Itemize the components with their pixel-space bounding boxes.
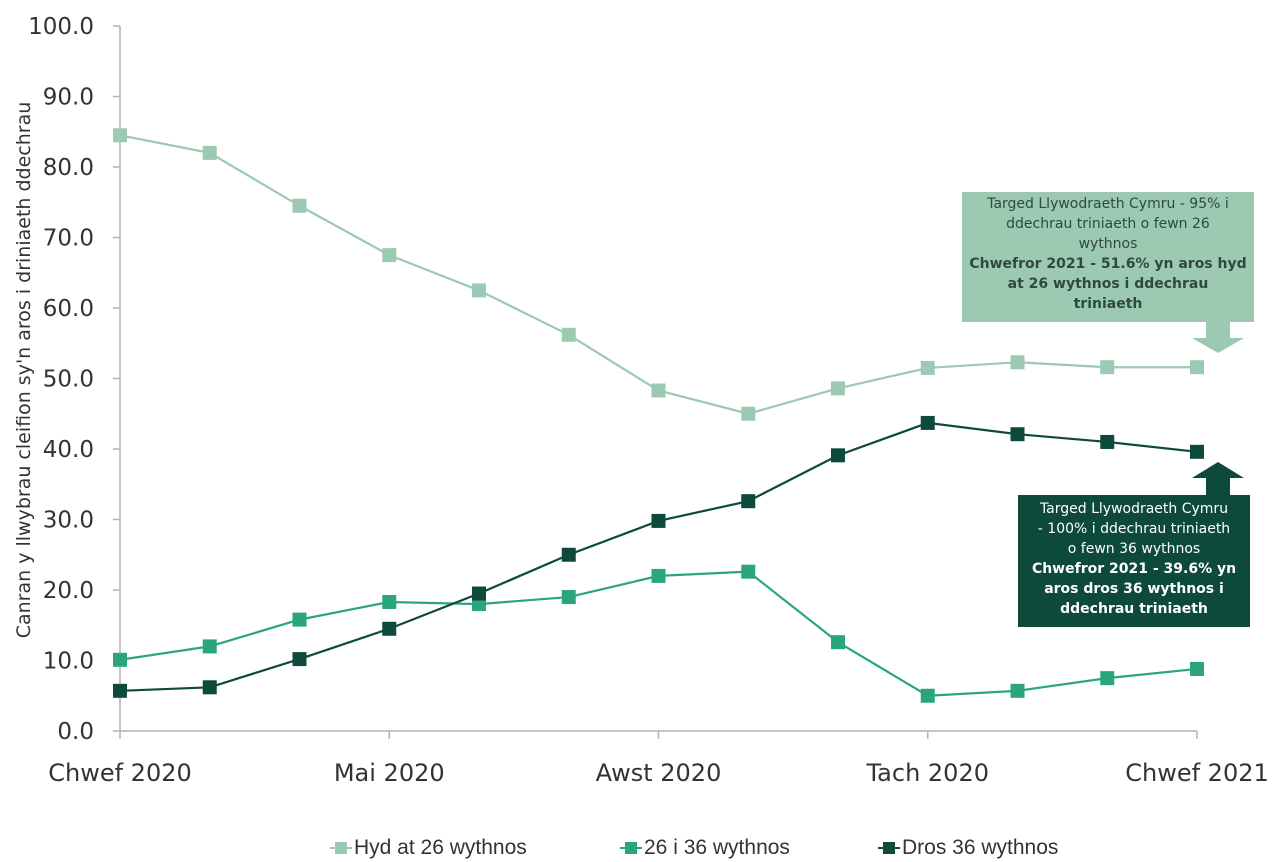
data-point [741, 564, 756, 579]
x-tick-label: Tach 2020 [865, 759, 989, 787]
data-point [561, 590, 576, 605]
legend-item: Hyd at 26 wythnos [330, 836, 527, 860]
y-tick-label: 100.0 [28, 14, 94, 40]
y-tick-label: 60.0 [43, 296, 94, 322]
data-point [292, 652, 307, 667]
data-point [831, 635, 845, 650]
data-point [382, 621, 397, 636]
y-tick-label: 20.0 [43, 578, 94, 604]
legend-marker [330, 841, 352, 855]
data-point [920, 415, 935, 430]
data-point [113, 128, 127, 143]
callout-bold-text: Chwefror 2021 - 51.6% yn aros hyd [969, 256, 1247, 272]
line-chart: 0.0 10.0 20.0 30.0 40.0 50.0 60.0 70.0 80.0 90.0 1… [13, 14, 1269, 787]
y-tick-label: 80.0 [43, 155, 94, 181]
data-point [1100, 671, 1115, 686]
x-tick-label: Chwef 2020 [48, 759, 192, 787]
callout-text: wythnos [1078, 236, 1138, 252]
series-3 [113, 415, 1204, 698]
data-point [292, 198, 307, 213]
data-point [741, 406, 756, 421]
y-tick-label: 70.0 [43, 226, 94, 252]
data-point [831, 381, 845, 396]
callout-bold-text: triniaeth [1073, 296, 1143, 312]
data-point [741, 494, 756, 509]
legend-label: Hyd at 26 wythnos [354, 836, 527, 859]
data-point [831, 448, 845, 463]
callout-bold-text: Chwefror 2021 - 39.6% yn [1031, 561, 1237, 577]
data-point [1010, 427, 1025, 442]
callout-bold-text: aros dros 36 wythnos i [1044, 581, 1224, 597]
data-point [113, 683, 127, 698]
data-point [1190, 444, 1204, 459]
callout-bold-text: at 26 wythnos i ddechrau [1007, 276, 1209, 292]
data-point [1100, 434, 1115, 449]
data-point [1010, 683, 1025, 698]
callout-text: ddechrau triniaeth o fewn 26 [1006, 216, 1210, 232]
data-point [1190, 360, 1204, 375]
y-tick-label: 0.0 [57, 719, 94, 745]
legend: Hyd at 26 wythnos 26 i 36 wythnos Dros 3… [0, 836, 1274, 862]
x-tick-label: Mai 2020 [334, 759, 445, 787]
data-point [561, 327, 576, 342]
y-tick-label: 90.0 [43, 85, 94, 111]
target-26-weeks-callout: Targed Llywodraeth Cymru - 95% i ddechra… [962, 192, 1254, 322]
axes: 0.0 10.0 20.0 30.0 40.0 50.0 60.0 70.0 80.0 90.0 1… [28, 14, 1269, 787]
y-axis-label: Canran y llwybrau cleifion sy'n aros i d… [13, 102, 35, 639]
data-point [1190, 661, 1204, 676]
data-point [472, 586, 486, 601]
legend-marker [878, 841, 900, 855]
data-point [202, 680, 217, 695]
legend-marker [620, 841, 642, 855]
data-point [202, 639, 217, 654]
data-point [651, 383, 666, 398]
series-lines [113, 128, 1204, 703]
data-point [651, 568, 666, 583]
annotation-arrows [1192, 322, 1244, 495]
series-2 [113, 564, 1204, 703]
data-point [382, 248, 397, 263]
data-point [382, 594, 397, 609]
callout-text: Targed Llywodraeth Cymru - 95% i [987, 196, 1229, 212]
data-point [561, 547, 576, 562]
x-tick-label: Chwef 2021 [1125, 759, 1269, 787]
y-tick-label: 40.0 [43, 437, 94, 463]
legend-item: 26 i 36 wythnos [620, 836, 790, 860]
callout-text: o fewn 36 wythnos [1067, 541, 1201, 557]
data-point [202, 145, 217, 160]
data-point [920, 688, 935, 703]
data-point [920, 360, 935, 375]
data-point [472, 597, 486, 612]
y-tick-label: 50.0 [43, 367, 94, 393]
legend-item: Dros 36 wythnos [878, 836, 1058, 860]
target-36-weeks-callout: Targed Llywodraeth Cymru - 100% i ddechr… [1018, 495, 1250, 627]
y-tick-label: 10.0 [43, 649, 94, 675]
data-point [292, 612, 307, 627]
data-point [1100, 360, 1115, 375]
x-tick-label: Awst 2020 [596, 759, 722, 787]
legend-label: Dros 36 wythnos [902, 836, 1059, 859]
data-point [472, 283, 486, 298]
y-tick-label: 30.0 [43, 508, 94, 534]
callout-text: - 100% i ddechrau triniaeth [1037, 521, 1231, 537]
data-point [113, 652, 127, 667]
series-1 [113, 128, 1204, 421]
data-point [1010, 355, 1025, 370]
data-point [651, 513, 666, 528]
up-arrow-icon [1192, 462, 1244, 495]
callout-bold-text: ddechrau triniaeth [1060, 601, 1208, 617]
callout-text: Targed Llywodraeth Cymru [1039, 501, 1229, 517]
legend-label: 26 i 36 wythnos [644, 836, 790, 859]
down-arrow-icon [1192, 322, 1244, 353]
